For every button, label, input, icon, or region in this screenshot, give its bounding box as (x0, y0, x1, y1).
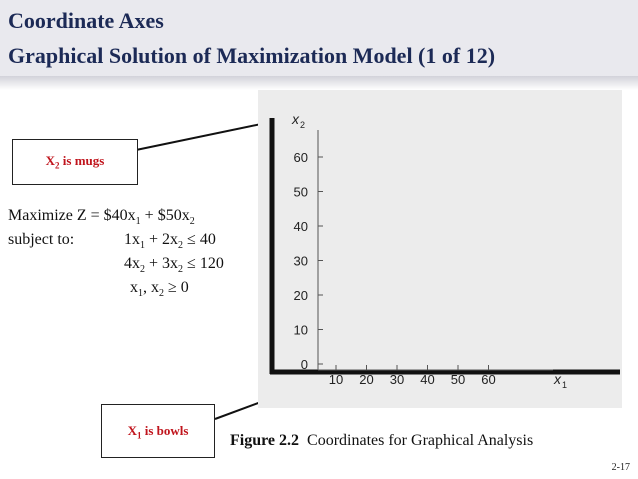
constraint-3-row: x1, x2 ≥ 0 (8, 276, 195, 300)
x2-callout-text: is mugs (59, 153, 105, 168)
lp-model: Maximize Z = $40x1 + $50x2 subject to: 1… (8, 204, 224, 300)
x-axis-label: x (553, 371, 562, 387)
x1-callout-var: X (127, 423, 137, 438)
constraint-1-row: subject to: 1x1 + 2x2 ≤ 40 (8, 228, 216, 252)
y-tick-label: 30 (294, 254, 308, 269)
c2-rel: ≤ 120 (183, 255, 224, 272)
c1-s2: 2 (178, 240, 184, 252)
x-tick-label: 20 (359, 372, 373, 387)
x2-callout-var: X (45, 153, 56, 168)
constraint-2-row: 4x2 + 3x2 ≤ 120 (8, 252, 224, 276)
c2-s1: 2 (140, 264, 145, 276)
coordinate-graph: 0 10 20 30 40 50 60 10 20 30 40 50 60 x 2 x 1 (258, 90, 622, 408)
objective-sub1: 1 (135, 216, 141, 228)
c1-rel: ≤ 40 (183, 231, 216, 248)
y-tick-label: 20 (294, 288, 308, 303)
y-tick-label: 60 (294, 150, 308, 165)
objective-sub2: 2 (189, 216, 195, 228)
x-axis-label-sub: 1 (562, 380, 567, 390)
constraint-1: 1x1 + 2x2 ≤ 40 (124, 228, 216, 258)
x-tick-label: 10 (329, 372, 343, 387)
x1-callout-text: is bowls (141, 423, 189, 438)
c3-rel: ≥ 0 (164, 279, 189, 296)
objective-prefix: Maximize Z = $40x (8, 207, 136, 224)
subject-to-label: subject to: (8, 231, 75, 248)
figure-caption-text: Coordinates for Graphical Analysis (307, 432, 534, 449)
y-axis-label: x (291, 111, 300, 127)
slide-title: Coordinate Axes (8, 8, 164, 33)
c2-a: 4x (124, 255, 140, 272)
x1-callout: X1 is bowls (101, 404, 215, 458)
slide-subtitle: Graphical Solution of Maximization Model… (8, 43, 496, 68)
x1-callout-sub: 1 (136, 430, 142, 441)
figure-caption: Figure 2.2 Coordinates for Graphical Ana… (230, 432, 533, 450)
y-tick-label: 0 (301, 357, 308, 372)
y-tick-label: 10 (294, 323, 308, 338)
c1-a: 1x (124, 231, 140, 248)
c3-s1: 1 (138, 288, 143, 300)
x2-callout: X2 is mugs (12, 139, 138, 185)
c1-b: + 2x (145, 231, 179, 248)
c3-s2: 2 (159, 288, 164, 300)
y-tick-label: 40 (294, 219, 308, 234)
x-tick-label: 50 (451, 372, 465, 387)
objective-mid: + $50x (140, 207, 190, 224)
c1-s1: 1 (140, 240, 145, 252)
c3-b: , x (143, 279, 159, 296)
c2-s2: 2 (178, 264, 184, 276)
title-bar: Coordinate Axes Graphical Solution of Ma… (0, 0, 638, 90)
page-number: 2-17 (611, 462, 630, 473)
y-tick-label: 50 (294, 185, 308, 200)
figure-label: Figure 2.2 (230, 432, 300, 449)
constraint-2: 4x2 + 3x2 ≤ 120 (124, 252, 224, 282)
constraint-3: x1, x2 ≥ 0 (130, 276, 189, 306)
x-tick-label: 30 (390, 372, 404, 387)
y-axis-label-sub: 2 (300, 120, 305, 130)
x-tick-label: 60 (481, 372, 495, 387)
c3-a: x (130, 279, 138, 296)
x-tick-label: 40 (420, 372, 434, 387)
objective-row: Maximize Z = $40x1 + $50x2 (8, 204, 195, 228)
x2-callout-sub: 2 (55, 160, 60, 171)
c2-b: + 3x (145, 255, 179, 272)
